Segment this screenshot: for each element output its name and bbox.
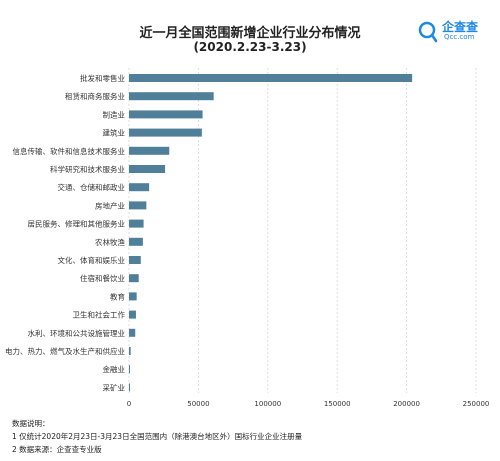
bar (129, 328, 136, 337)
bar (129, 219, 144, 228)
bar-layer (129, 74, 413, 392)
category-label: 卫生和社会工作 (73, 310, 126, 320)
qcc-logo: 企查查 Qcc.com (418, 18, 488, 48)
bar (129, 92, 214, 101)
x-tick-label: 100000 (254, 400, 281, 408)
logo-name: 企查查 (442, 20, 479, 34)
category-label: 水利、环境和公共设施管理业 (28, 328, 126, 338)
bar (129, 165, 166, 173)
category-label: 文化、体育和娱乐业 (58, 255, 126, 265)
category-label: 居民服务、修理和其他服务业 (28, 219, 126, 229)
bar (129, 128, 202, 137)
chart-title: 近一月全国范围新增企业行业分布情况 (139, 26, 361, 41)
notes-line-2: 2 数据来源：企查查专业版 (12, 445, 102, 454)
category-label: 电力、热力、燃气及水生产和供应业 (5, 346, 125, 356)
category-labels: 批发和零售业租赁和商务服务业制造业建筑业信息传输、软件和信息技术服务业科学研究和… (5, 73, 125, 392)
x-axis-ticks: 0 50000 100000 150000 200000 250000 (127, 400, 490, 408)
category-label: 农林牧渔 (95, 237, 125, 247)
x-tick-label: 250000 (463, 400, 490, 408)
bar (129, 201, 147, 210)
bar (129, 183, 150, 192)
bar (129, 274, 139, 283)
bar-chart: 批发和零售业租赁和商务服务业制造业建筑业信息传输、软件和信息技术服务业科学研究和… (5, 68, 490, 408)
bar (129, 110, 203, 119)
x-tick-label: 50000 (187, 400, 209, 408)
category-label: 金融业 (103, 364, 126, 374)
category-label: 交通、仓储和邮政业 (58, 182, 126, 192)
bar (129, 310, 136, 319)
category-label: 房地产业 (95, 200, 125, 210)
bar (129, 347, 131, 355)
category-label: 信息传输、软件和信息技术服务业 (13, 146, 126, 156)
bar (129, 74, 413, 82)
bar (129, 256, 141, 264)
bar (129, 365, 130, 374)
category-label: 教育 (110, 291, 125, 301)
notes-line-1: 1 仅统计2020年2月23日-3月23日全国范围内（除港澳台地区外）国标行业企… (12, 432, 303, 441)
category-label: 制造业 (103, 109, 126, 119)
x-tick-label: 200000 (393, 400, 420, 408)
bar (129, 146, 170, 155)
notes-heading: 数据说明： (12, 419, 50, 428)
category-label: 科学研究和技术服务业 (50, 164, 125, 174)
bar (129, 383, 130, 392)
logo-domain: Qcc.com (444, 33, 475, 41)
category-label: 住宿和餐饮业 (80, 273, 125, 283)
x-tick-label: 0 (127, 400, 131, 408)
chart-subtitle: (2020.2.23-3.23) (193, 40, 307, 54)
category-label: 租赁和商务服务业 (65, 91, 125, 101)
category-label: 建筑业 (103, 128, 126, 138)
data-notes: 数据说明： 1 仅统计2020年2月23日-3月23日全国范围内（除港澳台地区外… (12, 417, 302, 456)
bar (129, 237, 143, 246)
qcc-logo-icon (418, 21, 438, 43)
bar (129, 292, 137, 301)
category-label: 采矿业 (103, 382, 126, 392)
x-tick-label: 150000 (324, 400, 351, 408)
category-label: 批发和零售业 (80, 73, 125, 83)
